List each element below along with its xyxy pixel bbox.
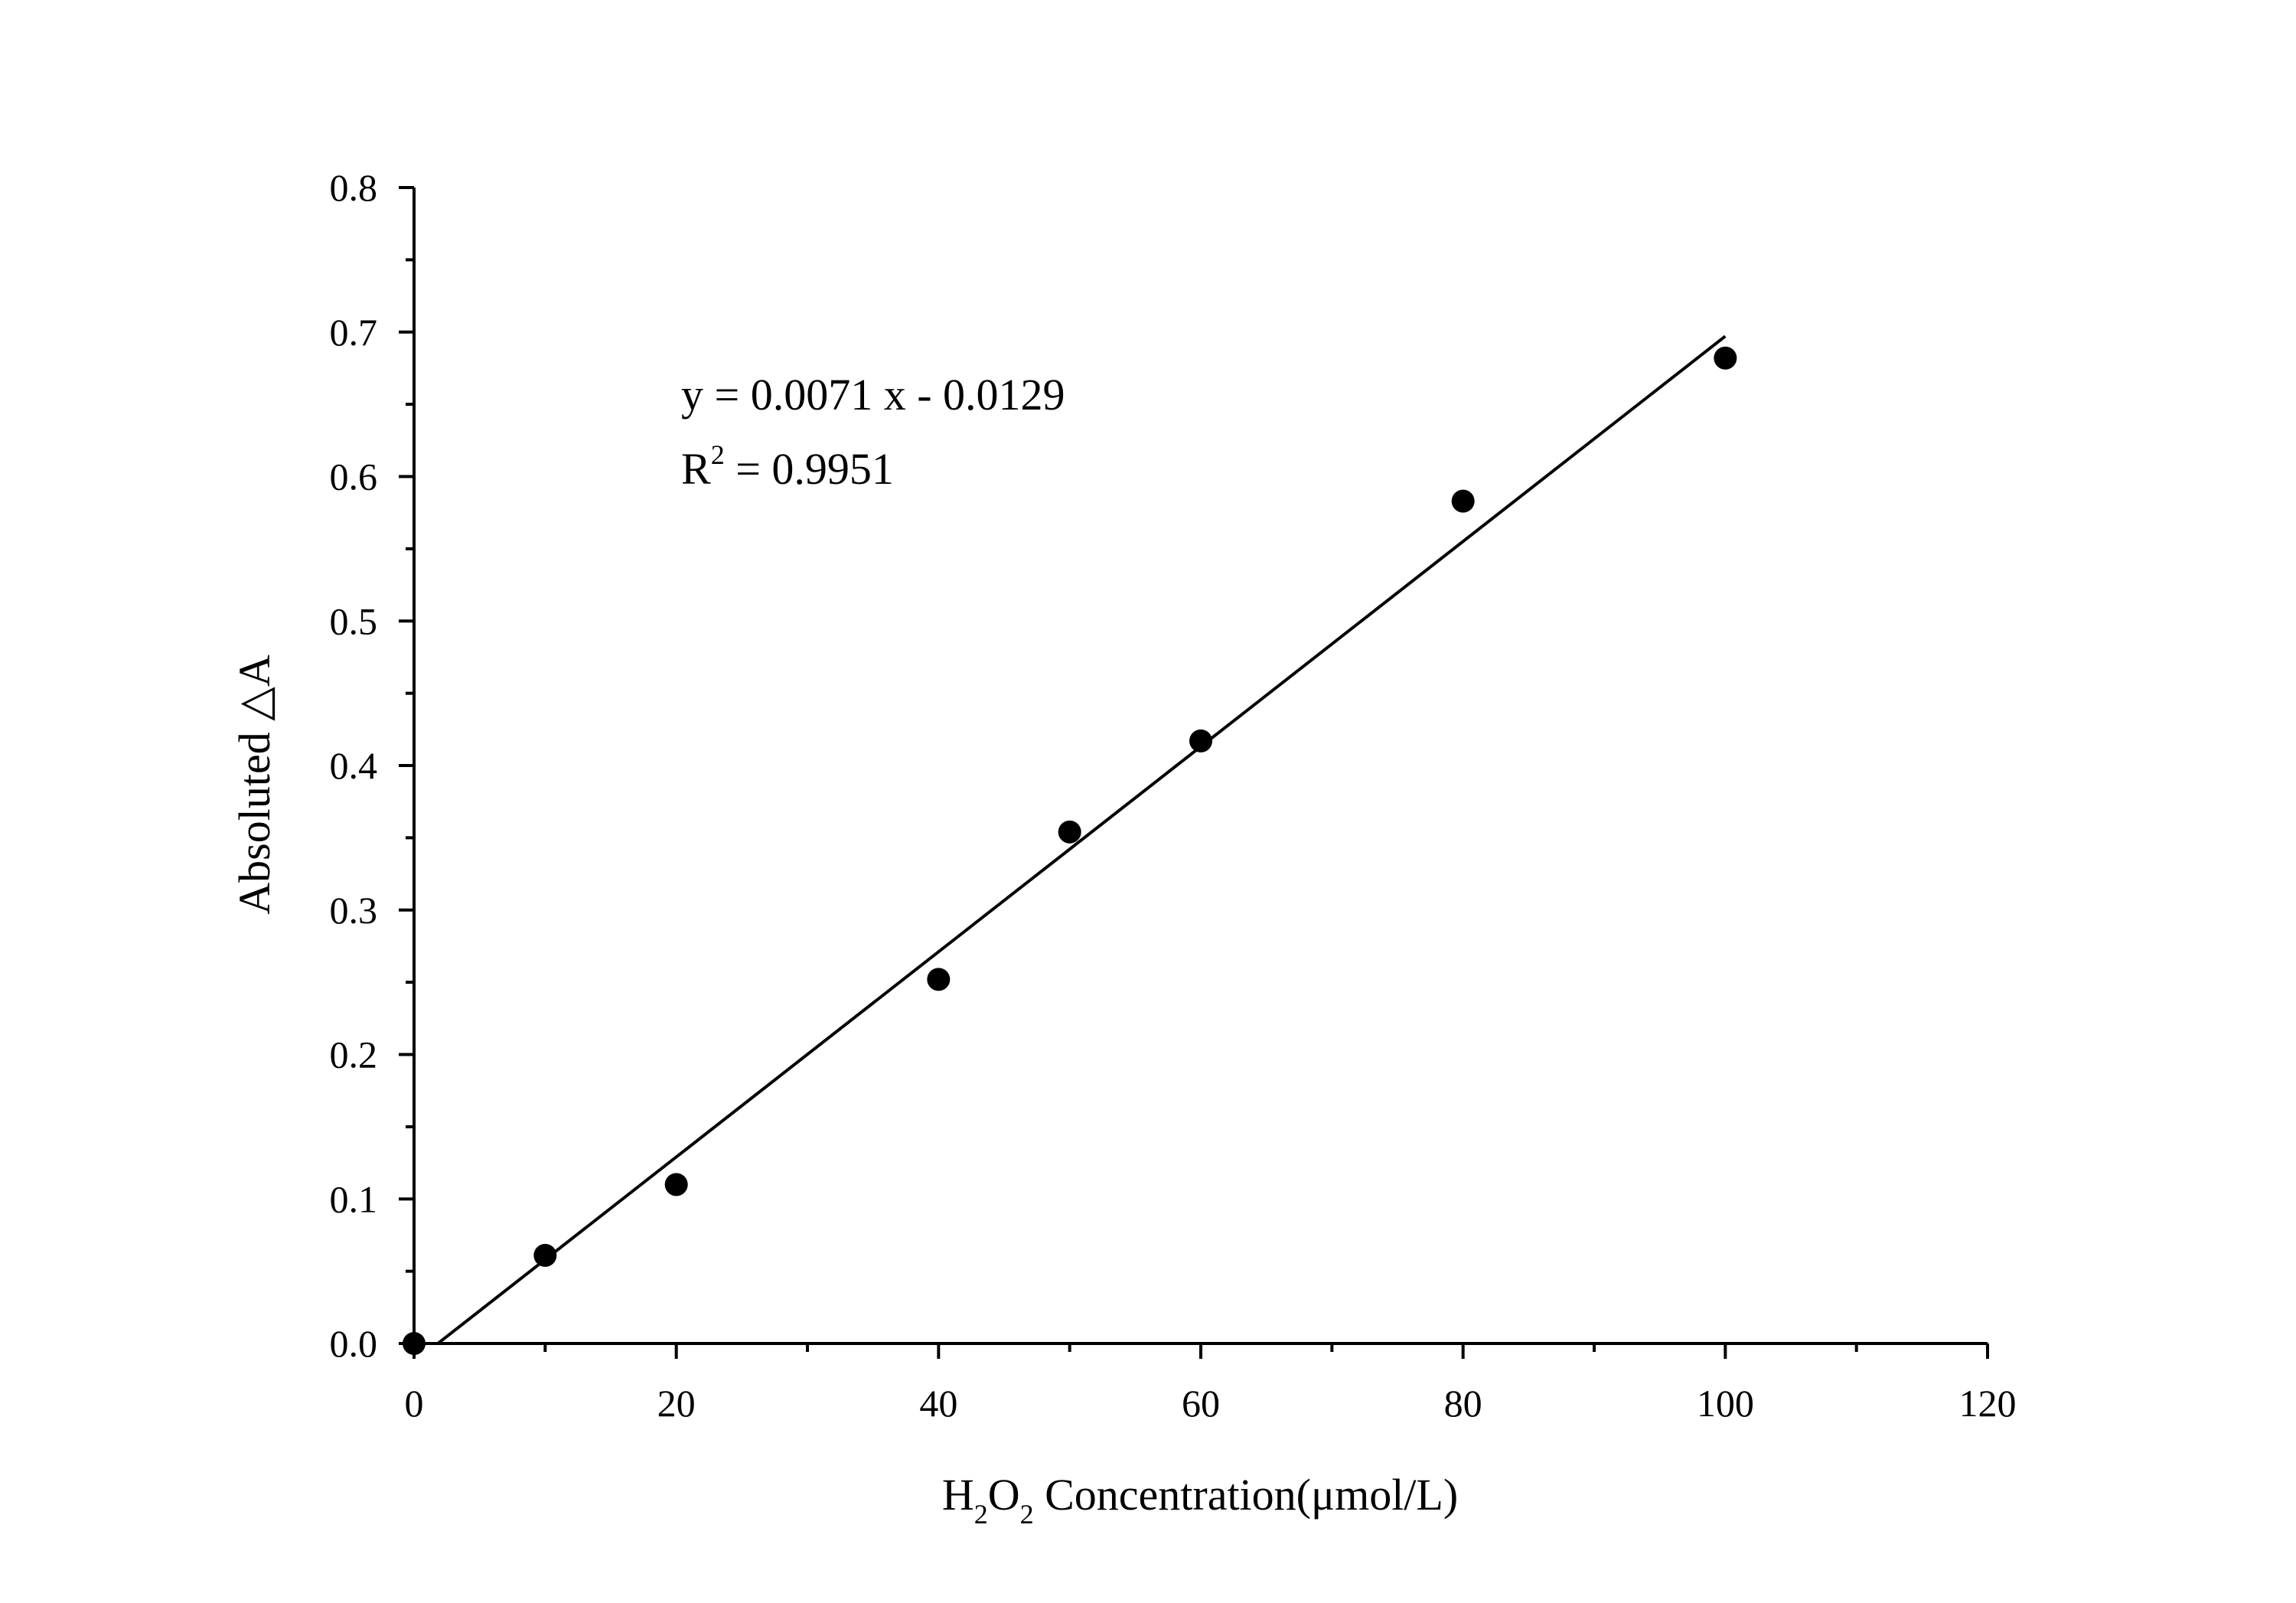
y-tick-label: 0.7 [330, 311, 378, 354]
y-tick-label: 0.0 [330, 1322, 378, 1365]
r-squared-superscript: 2 [711, 439, 725, 470]
data-points [403, 346, 1737, 1355]
fit-line [436, 335, 1727, 1345]
x-tick-label: 120 [1959, 1382, 2017, 1425]
y-tick-label: 0.8 [330, 166, 378, 209]
ticks: 0 20 40 60 80 100 120 0.0 0.1 0.2 0.3 0.4 0.5 0.6 0.7 0… [330, 166, 2017, 1425]
data-point [1714, 346, 1737, 370]
x-tick-label: 100 [1697, 1382, 1754, 1425]
data-point [533, 1243, 557, 1267]
x-title-o: O [988, 1470, 1020, 1520]
y-tick-label: 0.6 [330, 455, 378, 498]
data-point [1189, 729, 1212, 753]
x-tick-label: 0 [405, 1382, 424, 1425]
data-point [403, 1332, 426, 1355]
x-tick-label: 20 [657, 1382, 696, 1425]
axes [413, 188, 1988, 1345]
fit-equation: y = 0.0071 x - 0.0129 [681, 370, 1065, 420]
y-axis-title: Absoluted △A [230, 655, 279, 915]
x-tick-label: 40 [919, 1382, 957, 1425]
y-tick-label: 0.5 [330, 599, 378, 642]
x-axis-title: H2O2 Concentration(μmol/L) [942, 1470, 1458, 1530]
y-tick-label: 0.3 [330, 889, 378, 932]
data-point [1058, 820, 1081, 844]
fit-line-group [436, 335, 1727, 1345]
x-title-sub-1: 2 [974, 1499, 988, 1530]
data-point [664, 1173, 688, 1197]
data-point [1451, 489, 1475, 513]
x-tick-label: 60 [1182, 1382, 1220, 1425]
x-tick-label: 80 [1444, 1382, 1482, 1425]
y-tick-label: 0.4 [330, 744, 378, 787]
r-squared-value: = 0.9951 [725, 444, 894, 494]
y-tick-label: 0.2 [330, 1033, 378, 1076]
y-tick-label: 0.1 [330, 1177, 378, 1220]
x-title-h: H [942, 1470, 974, 1520]
x-title-sub-2: 2 [1020, 1499, 1034, 1530]
r-squared-base: R [681, 444, 711, 494]
data-point [927, 968, 951, 991]
r-squared: R2 = 0.9951 [681, 439, 894, 494]
x-title-rest: Concentration(μmol/L) [1034, 1470, 1459, 1520]
